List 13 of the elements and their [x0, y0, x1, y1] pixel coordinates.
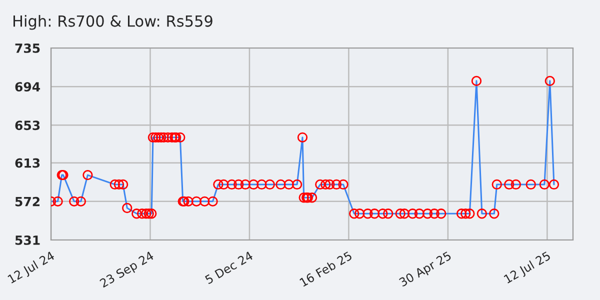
- x-tick-label: 16 Feb 25: [299, 250, 352, 287]
- y-tick-label: 613: [15, 158, 40, 168]
- y-tick-label: 694: [15, 82, 40, 92]
- x-tick-label: 12 Jul 24: [7, 250, 56, 286]
- chart-title: High: Rs700 & Low: Rs559: [14, 15, 212, 30]
- x-tick-label: 23 Sep 24: [99, 250, 156, 290]
- y-tick-label: 735: [15, 43, 40, 53]
- x-tick-label: 30 Apr 25: [398, 251, 453, 289]
- y-tick-label: 653: [15, 120, 40, 130]
- y-tick-label: 531: [15, 235, 40, 245]
- x-tick-label: 5 Dec 24: [204, 250, 254, 284]
- y-tick-label: 572: [15, 196, 40, 206]
- x-tick-label: 12 Jul 25: [503, 250, 552, 286]
